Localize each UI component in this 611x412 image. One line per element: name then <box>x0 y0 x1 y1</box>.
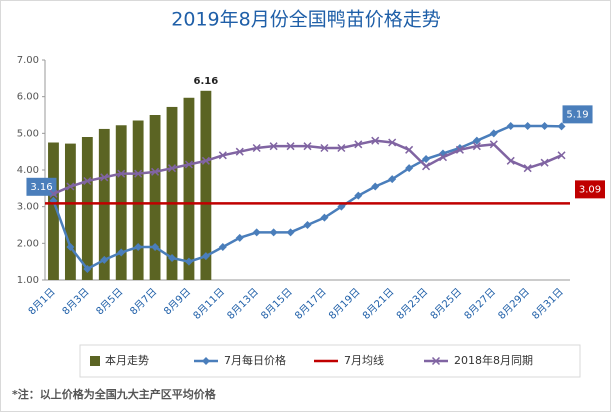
y-tick-label: 7.00 <box>17 55 39 66</box>
legend-box <box>79 344 581 378</box>
point <box>83 265 92 273</box>
bar <box>200 90 212 280</box>
point <box>320 143 329 153</box>
point <box>252 143 261 153</box>
bar <box>183 97 195 281</box>
point <box>218 151 227 160</box>
point <box>354 191 363 200</box>
point <box>557 151 566 160</box>
point <box>117 169 126 178</box>
data-label: 5.19 <box>566 109 588 120</box>
y-tick-label: 5.00 <box>17 128 39 139</box>
point <box>472 142 481 151</box>
point <box>422 162 431 171</box>
y-tick-label: 4.00 <box>17 165 39 176</box>
point <box>66 243 75 251</box>
data-label: 3.16 <box>30 182 52 193</box>
point <box>506 122 515 130</box>
point <box>100 255 109 264</box>
point <box>371 182 380 191</box>
chart-title: 2019年8月份全国鸭苗价格走势 <box>171 9 440 31</box>
point <box>388 138 397 147</box>
y-tick-label: 3.00 <box>17 202 39 213</box>
point <box>252 228 261 237</box>
point <box>66 182 75 191</box>
point <box>540 122 549 130</box>
point <box>438 153 448 162</box>
data-label-box: 5.19 <box>562 105 593 124</box>
point <box>455 145 464 154</box>
point <box>49 189 58 198</box>
point <box>201 252 210 261</box>
point <box>523 164 532 173</box>
point <box>303 221 312 229</box>
data-label-box: 3.16 <box>26 177 57 196</box>
point <box>422 155 431 163</box>
point <box>540 158 549 167</box>
y-tick-label: 6.00 <box>17 92 39 103</box>
point <box>218 243 227 251</box>
bar <box>64 143 76 280</box>
point <box>167 164 177 173</box>
point <box>405 164 414 173</box>
point <box>286 142 295 151</box>
point <box>151 167 160 176</box>
data-label: 6.16 <box>194 76 219 87</box>
point <box>134 243 143 251</box>
label-bg <box>26 177 57 196</box>
point <box>371 136 380 145</box>
point <box>320 213 329 222</box>
point <box>184 160 193 169</box>
legend-label: 7月每日价格 <box>224 353 286 367</box>
point <box>83 176 92 186</box>
point <box>557 122 566 131</box>
label-bg <box>575 180 605 199</box>
bar <box>48 142 59 280</box>
point <box>151 243 160 251</box>
point <box>235 233 244 242</box>
bar <box>166 106 178 280</box>
point <box>168 254 177 262</box>
data-label-box: 3.09 <box>575 180 605 199</box>
bar <box>149 115 161 280</box>
point <box>269 228 278 237</box>
legend-label: 本月走势 <box>105 353 149 367</box>
point <box>388 175 397 184</box>
point <box>472 136 481 145</box>
point <box>337 202 346 211</box>
point <box>431 356 441 366</box>
point <box>337 143 346 153</box>
point <box>202 357 210 365</box>
y-tick-label: 2.00 <box>17 238 39 249</box>
point <box>405 145 414 154</box>
label-bg <box>562 105 593 124</box>
point <box>134 169 143 178</box>
legend-swatch <box>90 356 100 366</box>
note: *注：以上价格为全国九大主产区平均价格 <box>12 387 217 401</box>
point <box>303 142 312 151</box>
legend-label: 7月均线 <box>344 353 384 367</box>
point <box>286 228 295 237</box>
point <box>235 147 244 156</box>
y-tick-label: 1.00 <box>17 275 39 286</box>
data-label: 3.09 <box>579 184 601 195</box>
point <box>354 140 363 149</box>
point <box>523 122 532 130</box>
legend-label: 2018年8月同期 <box>454 353 533 367</box>
point <box>489 129 498 138</box>
point <box>100 173 109 182</box>
point <box>201 156 210 165</box>
point <box>117 248 126 257</box>
point <box>184 257 193 266</box>
point <box>269 142 278 151</box>
point <box>506 156 515 165</box>
bar <box>132 120 144 280</box>
point <box>489 140 498 149</box>
bar <box>81 137 93 280</box>
